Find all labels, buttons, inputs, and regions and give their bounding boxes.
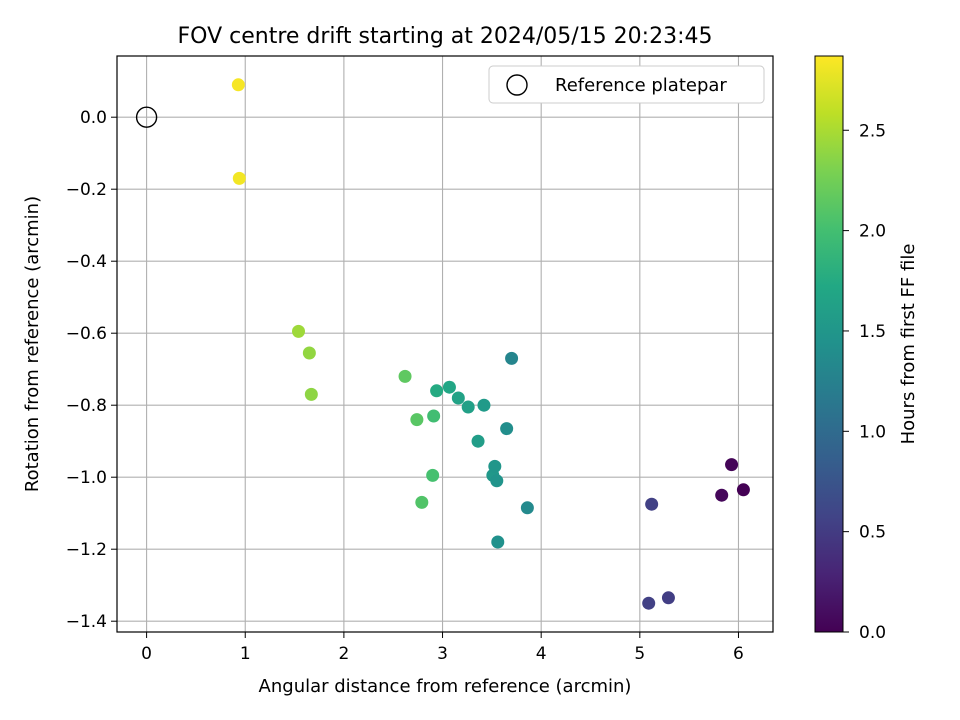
y-tick-label: −1.2 [66,540,107,560]
colorbar-gradient [814,55,844,633]
x-axis: 0 1 2 3 4 5 6 [141,632,744,664]
data-point [232,171,246,185]
reference-point [135,106,158,128]
y-axis: 0.0 −0.2 −0.4 −0.6 −0.8 −1.0 −1.2 −1.4 [66,108,117,632]
data-points [231,78,750,610]
colorbar-label: Hours from first FF file [898,244,919,445]
colorbar-tick-label: 1.0 [859,422,886,442]
colorbar: 0.0 0.5 1.0 1.5 2.0 2.5 Hours from first FF f… [814,55,919,643]
data-point [500,422,514,436]
data-point [430,384,444,398]
x-tick-label: 4 [536,644,547,664]
data-point [736,483,750,497]
data-point [426,468,440,482]
data-point [451,391,465,405]
colorbar-ticks: 0.0 0.5 1.0 1.5 2.0 2.5 [843,121,886,643]
data-point [302,346,316,360]
x-tick-label: 3 [437,644,448,664]
data-point [461,400,475,414]
data-point [398,369,412,383]
colorbar-tick-label: 0.0 [859,623,886,643]
data-point [505,351,519,365]
colorbar-tick-label: 2.5 [859,121,886,141]
x-tick-label: 1 [240,644,251,664]
y-tick-label: −0.2 [66,180,107,200]
x-tick-label: 0 [141,644,152,664]
data-point [642,596,656,610]
data-point [488,459,502,473]
data-point [715,488,729,502]
grid [117,56,773,632]
y-tick-label: −0.4 [66,252,107,272]
legend: Reference platepar [488,65,765,104]
data-point [442,380,456,394]
data-point [231,78,245,92]
data-point [427,409,441,423]
data-point [520,501,534,515]
colorbar-tick-label: 0.5 [859,523,886,543]
colorbar-tick-label: 1.5 [859,322,886,342]
data-point [645,497,659,511]
x-tick-label: 5 [634,644,645,664]
legend-marker-icon [506,74,528,96]
data-point [304,387,318,401]
plot-frame [116,55,774,633]
legend-box [488,65,765,104]
y-tick-label: −1.0 [66,468,107,488]
y-tick-label: −0.8 [66,396,107,416]
reference-marker [135,106,158,128]
chart-title: FOV centre drift starting at 2024/05/15 … [178,24,713,49]
colorbar-tick-label: 2.0 [859,222,886,242]
x-tick-label: 6 [733,644,744,664]
data-point [292,324,306,338]
data-point [477,398,491,412]
y-tick-label: −1.4 [66,612,107,632]
y-tick-label: −0.6 [66,324,107,344]
data-point [725,458,739,472]
legend-label: Reference platepar [555,75,727,96]
y-axis-label: Rotation from reference (arcmin) [22,196,43,492]
data-point [410,413,424,427]
data-point [490,474,504,488]
data-point [471,434,485,448]
y-tick-label: 0.0 [80,108,107,128]
x-tick-label: 2 [338,644,349,664]
x-axis-label: Angular distance from reference (arcmin) [259,676,632,697]
data-point [661,591,675,605]
data-point [491,535,505,549]
data-point [415,495,429,509]
